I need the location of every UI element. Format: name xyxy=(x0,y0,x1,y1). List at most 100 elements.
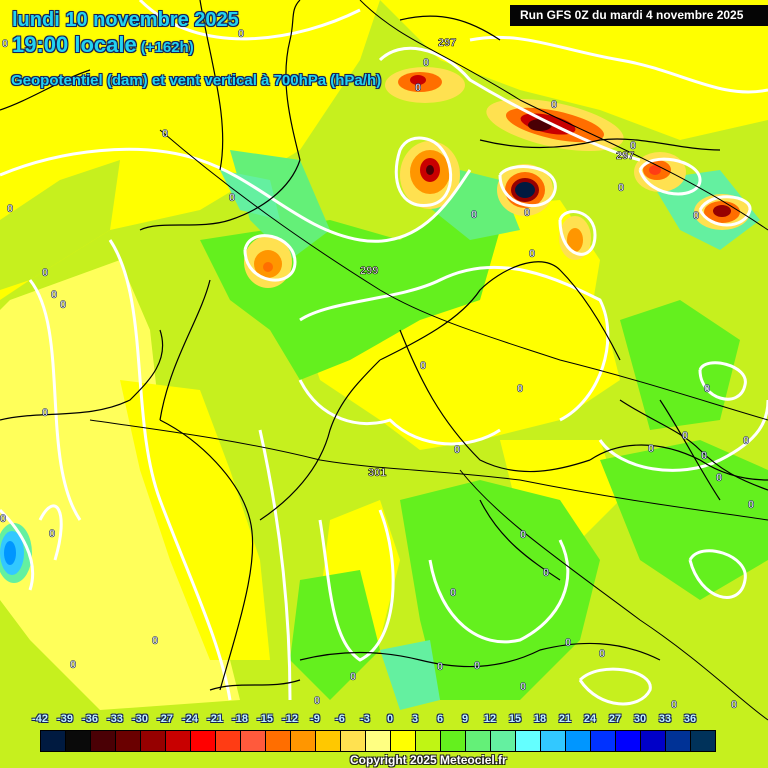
legend-swatch xyxy=(566,731,591,751)
zero-label: 0 xyxy=(524,207,530,219)
legend-swatch xyxy=(216,731,241,751)
legend-tick: -9 xyxy=(310,713,320,725)
zero-label: 0 xyxy=(2,38,8,50)
legend-tick: -42 xyxy=(32,713,48,725)
legend-tick: 36 xyxy=(683,713,697,725)
legend-tick: 15 xyxy=(508,713,522,725)
legend-swatch xyxy=(466,731,491,751)
legend-swatch xyxy=(66,731,91,751)
legend-tick: -24 xyxy=(182,713,198,725)
zero-label: 0 xyxy=(565,637,571,649)
geopotential-label: 301 xyxy=(368,467,386,479)
zero-label: 0 xyxy=(704,383,710,395)
lead-time: (+162h) xyxy=(140,39,194,56)
legend-tick: 33 xyxy=(658,713,672,725)
legend-swatch xyxy=(41,731,66,751)
zero-labels: 0 0 0 0 0 0 0 0 0 0 0 0 0 0 0 0 0 0 0 0 xyxy=(0,28,754,712)
zero-label: 0 xyxy=(7,203,13,215)
zero-label: 0 xyxy=(42,267,48,279)
zero-label: 0 xyxy=(743,435,749,447)
legend-swatch xyxy=(91,731,116,751)
geopotential-isolines xyxy=(89,0,768,721)
legend-tick: -39 xyxy=(57,713,73,725)
legend-swatch xyxy=(641,731,666,751)
zero-label: 0 xyxy=(350,671,356,683)
legend-tick: 6 xyxy=(436,713,444,725)
legend-swatch xyxy=(191,731,216,751)
legend-tick: -36 xyxy=(82,713,98,725)
zero-label: 0 xyxy=(648,443,654,455)
parameter-title: Geopotentiel (dam) et vent vertical à 70… xyxy=(11,72,382,89)
zero-label: 0 xyxy=(420,360,426,372)
zero-label: 0 xyxy=(423,57,429,69)
zero-label: 0 xyxy=(70,659,76,671)
color-legend xyxy=(40,730,716,752)
legend-tick: -33 xyxy=(107,713,123,725)
zero-label: 0 xyxy=(693,210,699,222)
copyright: Copyright 2025 Meteociel.fr xyxy=(350,753,507,767)
zero-label: 0 xyxy=(471,209,477,221)
forecast-time-label: 19:00 locale xyxy=(12,32,137,57)
legend-tick: 18 xyxy=(533,713,547,725)
zero-label: 0 xyxy=(599,648,605,660)
zero-label: 0 xyxy=(229,192,235,204)
legend-tick: -15 xyxy=(257,713,273,725)
legend-swatch xyxy=(416,731,441,751)
zero-label: 0 xyxy=(630,140,636,152)
legend-tick: 30 xyxy=(633,713,647,725)
legend-tick: 27 xyxy=(608,713,622,725)
run-label: Run GFS 0Z du mardi 4 novembre 2025 xyxy=(510,5,768,26)
legend-tick: 12 xyxy=(483,713,497,725)
legend-tick: 24 xyxy=(583,713,597,725)
zero-label: 0 xyxy=(716,472,722,484)
legend-swatch xyxy=(591,731,616,751)
legend-swatch xyxy=(266,731,291,751)
legend-tick: 9 xyxy=(461,713,469,725)
country-borders xyxy=(0,0,768,691)
legend-swatch xyxy=(616,731,641,751)
zero-label: 0 xyxy=(238,28,244,40)
forecast-time: 19:00 locale (+162h) xyxy=(12,32,194,58)
legend-swatch xyxy=(691,731,715,751)
legend-tick: -6 xyxy=(335,713,345,725)
legend-swatch xyxy=(141,731,166,751)
zero-label: 0 xyxy=(543,567,549,579)
zero-label: 0 xyxy=(314,695,320,707)
legend-swatch xyxy=(541,731,566,751)
legend-tick: 3 xyxy=(411,713,419,725)
zero-label: 0 xyxy=(450,587,456,599)
geopotential-label: 299 xyxy=(360,265,378,277)
zero-label: 0 xyxy=(42,407,48,419)
zero-label: 0 xyxy=(474,660,480,672)
zero-label: 0 xyxy=(731,699,737,711)
zero-label: 0 xyxy=(60,299,66,311)
zero-label: 0 xyxy=(520,529,526,541)
legend-swatch xyxy=(366,731,391,751)
geopotential-label: 297 xyxy=(616,150,634,162)
zero-label: 0 xyxy=(49,528,55,540)
legend-swatch xyxy=(341,731,366,751)
legend-swatch xyxy=(291,731,316,751)
legend-swatch xyxy=(166,731,191,751)
forecast-date: lundi 10 novembre 2025 xyxy=(12,9,239,31)
legend-tick: 21 xyxy=(558,713,572,725)
zero-label: 0 xyxy=(162,128,168,140)
legend-swatch xyxy=(116,731,141,751)
legend-tick: -30 xyxy=(132,713,148,725)
legend-tick: -27 xyxy=(157,713,173,725)
legend-tick: 0 xyxy=(386,713,394,725)
geopotential-label: 297 xyxy=(438,37,456,49)
zero-label: 0 xyxy=(701,450,707,462)
legend-ticks: -42 -39 -36 -33 -30 -27 -24 -21 -18 -15 … xyxy=(32,713,720,727)
zero-label: 0 xyxy=(415,82,421,94)
legend-tick: -3 xyxy=(360,713,370,725)
zero-label: 0 xyxy=(671,699,677,711)
zero-label: 0 xyxy=(682,430,688,442)
zero-label: 0 xyxy=(51,289,57,301)
legend-swatch xyxy=(391,731,416,751)
zero-label: 0 xyxy=(748,499,754,511)
zero-label: 0 xyxy=(618,182,624,194)
zero-label: 0 xyxy=(551,99,557,111)
